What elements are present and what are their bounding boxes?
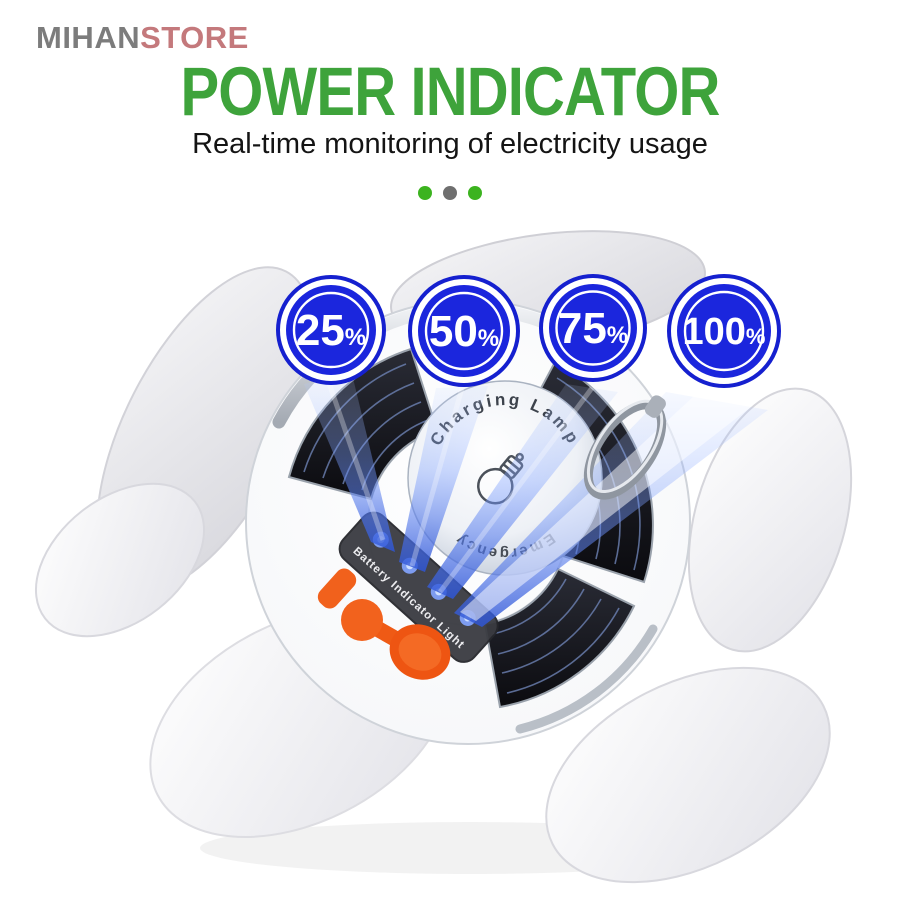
solar-panel-segment-bottom-right (483, 567, 636, 709)
page-subtitle: Real-time monitoring of electricity usag… (192, 128, 708, 160)
logo-part-secondary: STORE (140, 20, 249, 55)
logo-part-primary: MIHAN (36, 20, 141, 55)
light-beams (304, 374, 768, 627)
light-beam-75 (427, 384, 618, 599)
usb-plug-cover-icon (317, 568, 451, 680)
dot-icon (418, 186, 432, 200)
separator-dots (0, 186, 900, 200)
disc-chrome-rim-bottom (515, 624, 658, 734)
power-badge-100: 100% (667, 274, 781, 388)
petal-bottom-right (545, 666, 831, 884)
svg-text:50%: 50% (429, 307, 499, 356)
dot-icon (443, 186, 457, 200)
carabiner-hook-icon (583, 395, 667, 500)
petal-left-lower (34, 482, 206, 638)
light-beam-50 (399, 386, 488, 572)
power-badge-75: 75% (539, 274, 647, 382)
svg-text:100%: 100% (683, 311, 766, 353)
light-beam-25 (304, 374, 395, 552)
page-title: POWER INDICATOR (180, 53, 720, 130)
dot-icon (468, 186, 482, 200)
store-logo: MIHANSTORE (36, 20, 249, 56)
light-beam-100-core (460, 396, 752, 621)
svg-text:25%: 25% (296, 306, 366, 355)
svg-text:75%: 75% (558, 304, 628, 353)
power-badge-25: 25% (276, 275, 386, 385)
power-badge-50: 50% (408, 275, 520, 387)
petal-right (687, 387, 853, 653)
